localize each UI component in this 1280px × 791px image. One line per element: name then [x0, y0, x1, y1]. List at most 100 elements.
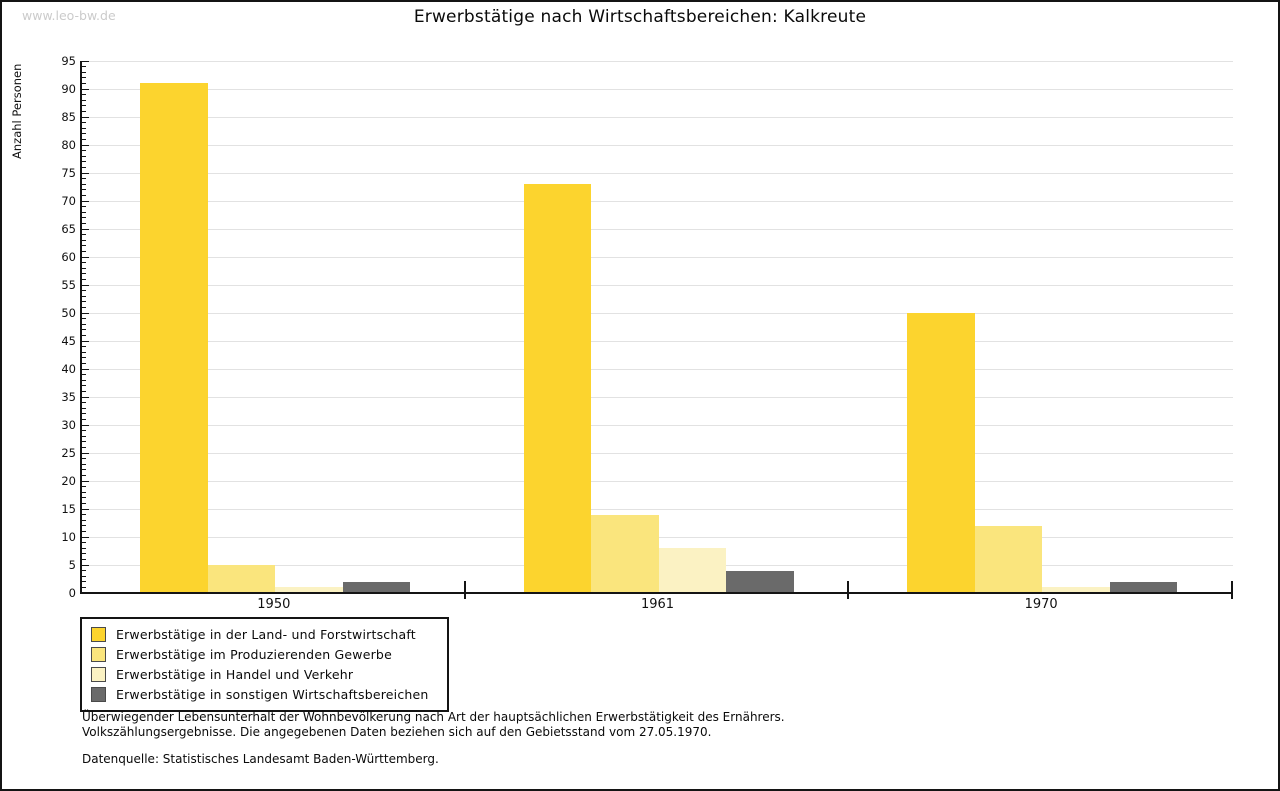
minor-tick-y-89: [82, 94, 86, 96]
major-tick-y-55: [82, 284, 89, 286]
gridline-35: [82, 396, 1233, 398]
major-tick-y-35: [82, 396, 89, 398]
minor-tick-y-93: [82, 71, 86, 73]
minor-tick-y-14: [82, 514, 86, 516]
minor-tick-y-76: [82, 166, 86, 168]
minor-tick-y-1: [82, 586, 86, 588]
minor-tick-y-57: [82, 273, 86, 275]
minor-tick-y-33: [82, 407, 86, 409]
minor-tick-y-41: [82, 362, 86, 364]
legend-swatch-4: [91, 686, 106, 702]
minor-tick-y-23: [82, 463, 86, 465]
minor-tick-y-22: [82, 469, 86, 471]
minor-tick-y-84: [82, 122, 86, 124]
minor-tick-y-81: [82, 138, 86, 140]
minor-tick-y-4: [82, 570, 86, 572]
y-tick-label-50: 50: [61, 306, 76, 320]
bar-1970-series-2: [974, 525, 1043, 593]
minor-tick-y-94: [82, 66, 86, 68]
plot-area: [82, 60, 1233, 593]
legend-item-3: Erwerbstätige in Handel und Verkehr: [82, 664, 447, 684]
major-tick-y-80: [82, 144, 89, 146]
major-tick-y-85: [82, 116, 89, 118]
major-tick-y-15: [82, 508, 89, 510]
minor-tick-y-38: [82, 379, 86, 381]
bar-1950-series-1: [140, 83, 208, 593]
footnotes: Überwiegender Lebensunterhalt der Wohnbe…: [82, 710, 785, 767]
minor-tick-y-11: [82, 530, 86, 532]
major-tick-y-5: [82, 564, 89, 566]
minor-tick-y-59: [82, 262, 86, 264]
minor-tick-y-13: [82, 519, 86, 521]
legend-item-1: Erwerbstätige in der Land- und Forstwirt…: [82, 624, 447, 644]
major-tick-y-70: [82, 200, 89, 202]
minor-tick-y-74: [82, 178, 86, 180]
y-tick-label-55: 55: [61, 278, 76, 292]
minor-tick-y-44: [82, 346, 86, 348]
bar-1950-series-2: [207, 565, 275, 593]
major-tick-y-75: [82, 172, 89, 174]
gridline-65: [82, 228, 1233, 230]
gridline-20: [82, 480, 1233, 482]
minor-tick-y-77: [82, 161, 86, 163]
major-tick-y-45: [82, 340, 89, 342]
minor-tick-y-64: [82, 234, 86, 236]
minor-tick-y-29: [82, 430, 86, 432]
minor-tick-y-67: [82, 217, 86, 219]
x-boundary-tick-1: [463, 581, 466, 599]
bar-1961-series-1: [523, 184, 592, 593]
gridline-15: [82, 508, 1233, 510]
bar-1970-series-1: [907, 313, 975, 593]
minor-tick-y-12: [82, 525, 86, 527]
legend-label-2: Erwerbstätige im Produzierenden Gewerbe: [116, 646, 392, 662]
minor-tick-y-48: [82, 323, 86, 325]
major-tick-y-60: [82, 256, 89, 258]
x-boundary-tick-3: [1231, 581, 1233, 599]
gridline-90: [82, 88, 1233, 90]
y-tick-label-20: 20: [61, 474, 76, 488]
watermark: www.leo-bw.de: [22, 8, 116, 23]
minor-tick-y-49: [82, 318, 86, 320]
minor-tick-y-17: [82, 497, 86, 499]
gridline-55: [82, 284, 1233, 286]
bar-1950-series-4: [342, 581, 410, 593]
y-tick-label-70: 70: [61, 194, 76, 208]
major-tick-y-65: [82, 228, 89, 230]
y-tick-label-25: 25: [61, 446, 76, 460]
chart-title: Erwerbstätige nach Wirtschaftsbereichen:…: [413, 7, 867, 27]
y-tick-label-75: 75: [61, 166, 76, 180]
y-tick-label-35: 35: [61, 390, 76, 404]
minor-tick-y-62: [82, 245, 86, 247]
minor-tick-y-16: [82, 502, 86, 504]
minor-tick-y-32: [82, 413, 86, 415]
minor-tick-y-42: [82, 357, 86, 359]
gridline-80: [82, 144, 1233, 146]
y-tick-label-40: 40: [61, 362, 76, 376]
legend-label-3: Erwerbstätige in Handel und Verkehr: [116, 666, 354, 682]
minor-tick-y-9: [82, 542, 86, 544]
bar-1970-series-4: [1109, 581, 1178, 593]
legend-swatch-3: [91, 666, 106, 682]
y-tick-label-95: 95: [61, 54, 76, 68]
minor-tick-y-2: [82, 581, 86, 583]
minor-tick-y-68: [82, 211, 86, 213]
minor-tick-y-24: [82, 458, 86, 460]
legend-item-2: Erwerbstätige im Produzierenden Gewerbe: [82, 644, 447, 664]
minor-tick-y-72: [82, 189, 86, 191]
minor-tick-y-82: [82, 133, 86, 135]
legend-label-1: Erwerbstätige in der Land- und Forstwirt…: [116, 626, 416, 642]
y-tick-label-90: 90: [61, 82, 76, 96]
y-tick-label-85: 85: [61, 110, 76, 124]
minor-tick-y-66: [82, 222, 86, 224]
gridline-75: [82, 172, 1233, 174]
minor-tick-y-58: [82, 267, 86, 269]
minor-tick-y-79: [82, 150, 86, 152]
minor-tick-y-27: [82, 441, 86, 443]
minor-tick-y-73: [82, 183, 86, 185]
minor-tick-y-3: [82, 575, 86, 577]
y-tick-label-65: 65: [61, 222, 76, 236]
bar-1950-series-3: [275, 587, 343, 593]
minor-tick-y-28: [82, 435, 86, 437]
x-tick-label-1970: 1970: [1024, 597, 1058, 612]
